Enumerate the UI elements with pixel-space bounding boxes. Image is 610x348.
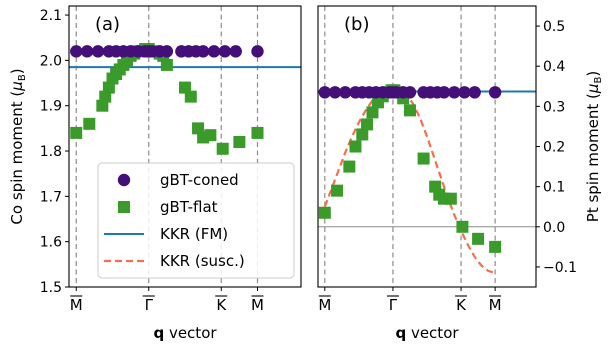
legend: gBT-coned gBT-flat KKR (FM) KKR (susc.) [97,162,295,279]
ytick-label-5: 0.4 [543,59,565,75]
point-gbt-flat-1 [83,117,96,130]
y-axis-label-ylabel-close: ) [584,71,602,77]
legend-label-2: KKR (FM) [160,225,228,243]
point-gbt-flat-19 [444,192,457,205]
ytick-label-6: 0.5 [543,19,565,35]
panel-b: −0.1 0.0 0.1 0.2 0.3 0.4 0.5 M Γ K Mq vector Pt spi… [317,5,604,342]
point-gbt-coned-12 [403,86,417,99]
point-gbt-flat-26 [216,142,229,155]
y-axis-label: Pt spin moment (μB) [584,71,604,222]
xtick-label-1: Γ [389,296,398,314]
plot-frame [68,5,302,288]
point-gbt-flat-4 [356,128,369,141]
point-gbt-coned-17 [448,86,461,99]
y-axis-label-ylabel: Co spin moment ( [8,91,26,225]
point-gbt-flat-20 [456,220,469,233]
point-gbt-coned-0 [70,45,83,58]
point-gbt-flat-27 [233,135,246,148]
point-gbt-flat-21 [472,232,485,245]
point-gbt-flat-23 [192,122,205,135]
ytick-label-4: 0.3 [543,99,565,115]
ytick-label-3: 0.2 [543,140,565,156]
point-gbt-coned-20 [251,45,264,58]
point-gbt-coned-19 [229,45,242,58]
point-gbt-coned-18 [218,45,232,58]
point-gbt-flat-5 [361,118,374,131]
legend-marker-gbt-flat [118,201,130,213]
x-axis-label-rest: vector [164,324,217,342]
x-axis-label-bold: q [395,324,406,342]
y-axis-label: Co spin moment (μB) [8,68,28,224]
point-gbt-coned-18 [458,86,471,99]
ytick-label-2: 1.7 [40,189,62,205]
ytick-label-1: 0.0 [543,220,565,236]
y-axis-label-ylabel: Pt spin moment ( [584,93,602,222]
point-gbt-coned-2 [339,86,352,99]
point-gbt-flat-3 [99,90,112,103]
point-gbt-coned-1 [328,86,342,99]
point-gbt-flat-28 [251,126,264,139]
point-gbt-flat-3 [349,140,362,153]
x-axis-label: q vector [153,324,217,342]
point-gbt-flat-20 [160,58,173,71]
y-axis-label-ylabel-close: ) [8,68,26,74]
legend-marker-gbt-coned [117,173,131,187]
ytick-label-0: −0.1 [543,260,577,276]
point-gbt-coned-16 [196,45,210,58]
ytick-label-4: 1.9 [40,99,62,115]
point-gbt-flat-21 [179,81,191,94]
point-gbt-flat-0 [318,206,331,219]
point-gbt-coned-20 [488,86,502,99]
ytick-label-5: 2.0 [40,53,62,69]
point-gbt-coned-0 [318,86,332,99]
xtick-label-2: K [216,296,227,314]
x-axis-label: q vector [395,324,459,342]
point-gbt-flat-22 [489,240,502,253]
point-gbt-flat-6 [366,106,379,119]
ytick-label-2: 0.1 [543,180,565,196]
xtick-label-2: K [456,296,467,314]
series-curve-kkr-susc [323,85,496,275]
panel-a: 1.5 1.6 1.7 1.8 1.9 2.0 2.1 M Γ K Mq vector Co spin… [8,5,302,342]
point-gbt-flat-15 [417,152,430,165]
point-gbt-flat-0 [70,126,83,139]
point-gbt-coned-16 [437,86,451,99]
ytick-label-3: 1.8 [40,144,62,160]
point-gbt-coned-17 [207,45,221,58]
point-gbt-coned-1 [80,45,94,58]
point-gbt-flat-2 [343,160,356,173]
x-axis-label-bold: q [153,324,164,342]
ytick-label-6: 2.1 [40,8,62,24]
point-gbt-flat-14 [403,104,416,117]
xtick-label-0: M [318,296,331,314]
legend-label-0: gBT-coned [160,171,239,189]
ytick-label-1: 1.6 [40,235,62,251]
y-axis-label-ylabel-unit-sub: B [17,74,28,81]
point-gbt-flat-2 [96,99,109,112]
point-gbt-flat-22 [184,90,197,103]
legend-label-1: gBT-flat [160,198,218,216]
point-gbt-coned-19 [468,86,481,99]
y-axis-label-ylabel-unit-main: μ [8,81,26,92]
x-axis-label-rest: vector [406,324,459,342]
xtick-label-0: M [70,296,83,314]
point-gbt-coned-2 [91,45,105,58]
y-axis-label-ylabel-unit-sub: B [593,77,604,84]
panel-label: (a) [95,14,120,35]
xtick-label-3: M [251,296,264,314]
panel-label: (b) [344,14,369,35]
xtick-label-3: M [489,296,502,314]
ytick-label-0: 1.5 [40,280,62,296]
point-gbt-coned-12 [160,45,174,58]
point-gbt-flat-4 [102,81,115,94]
legend-label-3: KKR (susc.) [160,252,245,270]
legend-box [97,162,295,279]
y-axis-label-ylabel-unit-main: μ [584,84,602,95]
point-gbt-flat-25 [204,129,217,142]
point-gbt-flat-1 [331,184,344,197]
xtick-label-1: Γ [145,296,154,314]
